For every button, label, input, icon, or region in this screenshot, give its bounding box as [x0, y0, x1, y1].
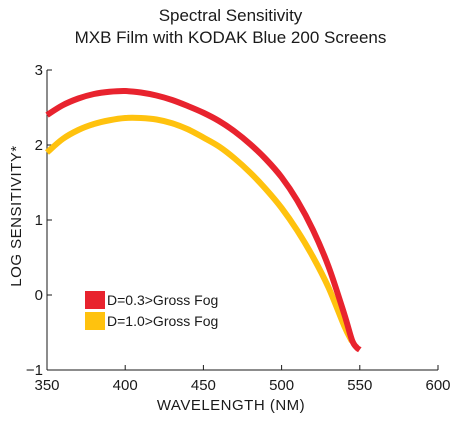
x-tick-label: 350: [34, 377, 59, 394]
x-tick-label: 400: [113, 377, 138, 394]
legend-swatch-d03: [85, 291, 105, 309]
y-tick-label: 3: [35, 62, 43, 79]
x-tick-label: 600: [425, 377, 450, 394]
legend-label-d03: D=0.3>Gross Fog: [107, 292, 218, 308]
chart-subtitle: MXB Film with KODAK Blue 200 Screens: [74, 28, 387, 47]
y-axis-label: LOG SENSITIVITY*: [8, 145, 25, 286]
y-tick-label: 0: [35, 287, 43, 304]
legend-swatch-d10: [85, 312, 105, 330]
legend: D=0.3>Gross Fog D=1.0>Gross Fog: [85, 291, 218, 330]
legend-label-d10: D=1.0>Gross Fog: [107, 313, 218, 329]
y-tick-label: 1: [35, 212, 43, 229]
series-line-d10: [45, 114, 355, 343]
x-axis-label: WAVELENGTH (NM): [157, 397, 305, 414]
x-tick-label: 550: [347, 377, 372, 394]
y-tick-label: 2: [35, 137, 43, 154]
series-line-d03: [45, 87, 362, 353]
chart-title: Spectral Sensitivity: [158, 6, 303, 25]
x-tick-label: 450: [191, 377, 216, 394]
axes: −1 0 1 2 3 350 400 450 500 550 600: [26, 62, 451, 394]
x-tick-label: 500: [269, 377, 294, 394]
series-layer: [45, 87, 362, 353]
y-tick-label: −1: [26, 362, 43, 379]
